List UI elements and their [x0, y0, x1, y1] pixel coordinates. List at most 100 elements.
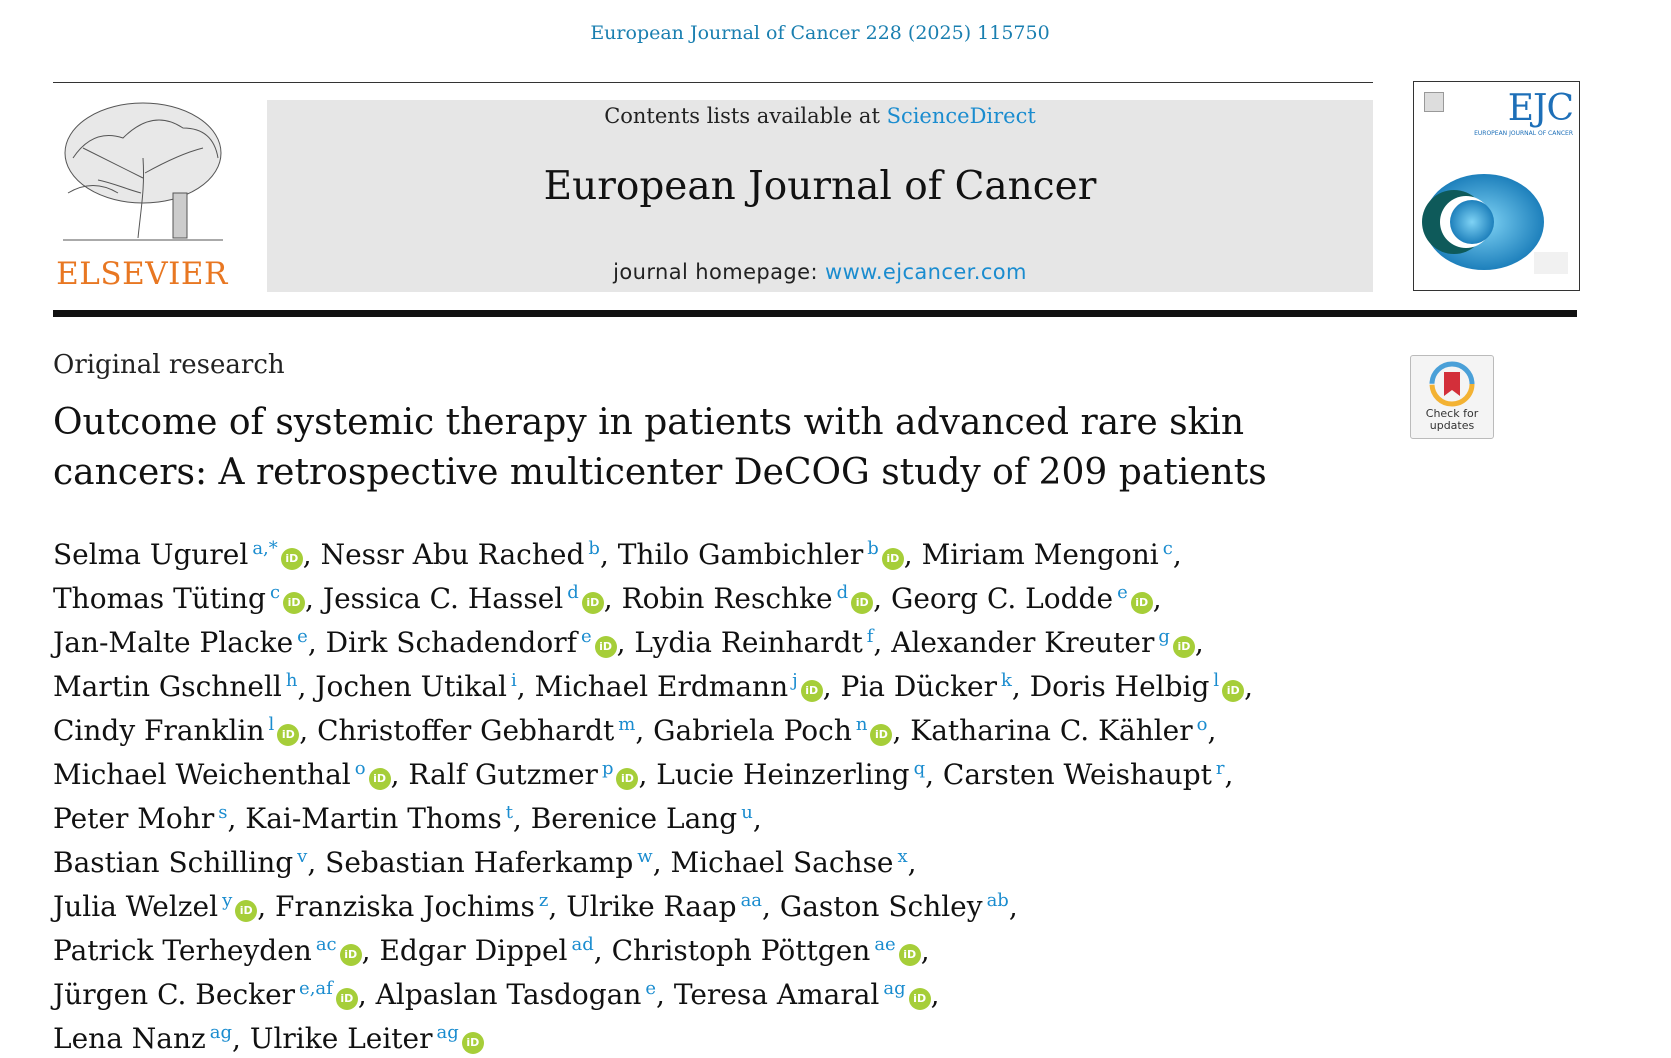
- affiliation-link[interactable]: x: [897, 846, 908, 867]
- author-name[interactable]: Michael Weichenthal: [53, 758, 351, 791]
- affiliation-link[interactable]: u: [741, 802, 753, 823]
- affiliation-link[interactable]: d: [567, 582, 579, 603]
- orcid-icon[interactable]: iD: [616, 768, 639, 790]
- affiliation-link[interactable]: e: [297, 626, 308, 647]
- affiliation-link[interactable]: k: [1001, 670, 1012, 691]
- affiliation-link[interactable]: j: [792, 670, 798, 691]
- author-name[interactable]: Pia Dücker: [840, 670, 997, 703]
- author-name[interactable]: Franziska Jochims: [275, 890, 535, 923]
- author-name[interactable]: Robin Reschke: [621, 582, 833, 615]
- affiliation-link[interactable]: q: [913, 758, 926, 779]
- author-name[interactable]: Patrick Terheyden: [53, 934, 312, 967]
- orcid-icon[interactable]: iD: [1130, 592, 1153, 614]
- affiliation-link[interactable]: b: [588, 538, 600, 559]
- author-name[interactable]: Lucie Heinzerling: [656, 758, 910, 791]
- orcid-icon[interactable]: iD: [1222, 680, 1245, 702]
- author-name[interactable]: Ulrike Raap: [566, 890, 737, 923]
- author-name[interactable]: Jessica C. Hassel: [322, 582, 564, 615]
- author-name[interactable]: Katharina C. Kähler: [910, 714, 1193, 747]
- orcid-icon[interactable]: iD: [277, 724, 300, 746]
- author-name[interactable]: Gabriela Poch: [653, 714, 852, 747]
- affiliation-link[interactable]: ad: [571, 934, 594, 955]
- author-name[interactable]: Michael Sachse: [670, 846, 894, 879]
- affiliation-link[interactable]: y: [222, 890, 233, 911]
- orcid-icon[interactable]: iD: [235, 900, 258, 922]
- running-head[interactable]: European Journal of Cancer 228 (2025) 11…: [590, 22, 1050, 44]
- affiliation-link[interactable]: v: [297, 846, 308, 867]
- author-name[interactable]: Miriam Mengoni: [921, 538, 1159, 571]
- author-name[interactable]: Alpaslan Tasdogan: [375, 978, 642, 1011]
- elsevier-logo[interactable]: ELSEVIER: [53, 98, 231, 296]
- sciencedirect-link[interactable]: ScienceDirect: [886, 104, 1036, 128]
- author-name[interactable]: Cindy Franklin: [53, 714, 265, 747]
- affiliation-link[interactable]: z: [538, 890, 549, 911]
- affiliation-link[interactable]: ae: [874, 934, 896, 955]
- author-name[interactable]: Berenice Lang: [530, 802, 738, 835]
- affiliation-link[interactable]: n: [855, 714, 868, 735]
- affiliation-link[interactable]: h: [285, 670, 298, 691]
- author-name[interactable]: Carsten Weishaupt: [942, 758, 1212, 791]
- affiliation-link[interactable]: e: [580, 626, 592, 647]
- affiliation-link[interactable]: c: [1162, 538, 1173, 559]
- orcid-icon[interactable]: iD: [339, 944, 362, 966]
- author-name[interactable]: Jan-Malte Placke: [53, 626, 294, 659]
- author-name[interactable]: Ralf Gutzmer: [408, 758, 598, 791]
- affiliation-link[interactable]: m: [618, 714, 636, 735]
- author-name[interactable]: Thomas Tüting: [53, 582, 266, 615]
- affiliation-link[interactable]: d: [836, 582, 849, 603]
- orcid-icon[interactable]: iD: [594, 636, 617, 658]
- affiliation-link[interactable]: r: [1215, 758, 1225, 779]
- orcid-icon[interactable]: iD: [461, 1032, 484, 1054]
- affiliation-link[interactable]: ag: [209, 1022, 233, 1043]
- affiliation-link[interactable]: w: [637, 846, 653, 867]
- affiliation-link[interactable]: g: [1158, 626, 1170, 647]
- author-name[interactable]: Teresa Amaral: [673, 978, 880, 1011]
- author-name[interactable]: Bastian Schilling: [53, 846, 294, 879]
- affiliation-link[interactable]: ag: [883, 978, 906, 999]
- author-name[interactable]: Edgar Dippel: [379, 934, 568, 967]
- affiliation-link[interactable]: p: [601, 758, 614, 779]
- author-name[interactable]: Jürgen C. Becker: [53, 978, 296, 1011]
- affiliation-link[interactable]: ab: [986, 890, 1009, 911]
- orcid-icon[interactable]: iD: [908, 988, 931, 1010]
- orcid-icon[interactable]: iD: [800, 680, 823, 702]
- author-name[interactable]: Jochen Utikal: [315, 670, 507, 703]
- orcid-icon[interactable]: iD: [881, 548, 904, 570]
- affiliation-link[interactable]: c: [269, 582, 281, 603]
- affiliation-link[interactable]: ag: [436, 1022, 459, 1043]
- affiliation-link[interactable]: l: [1213, 670, 1220, 691]
- author-name[interactable]: Christoph Pöttgen: [611, 934, 871, 967]
- author-name[interactable]: Dirk Schadendorf: [325, 626, 577, 659]
- affiliation-link[interactable]: e,af: [299, 978, 333, 999]
- affiliation-link[interactable]: t: [505, 802, 513, 823]
- author-name[interactable]: Doris Helbig: [1029, 670, 1210, 703]
- affiliation-link[interactable]: e: [1117, 582, 1128, 603]
- affiliation-link[interactable]: a,*: [252, 538, 278, 559]
- author-name[interactable]: Nessr Abu Rached: [320, 538, 585, 571]
- affiliation-link[interactable]: f: [866, 626, 874, 647]
- author-name[interactable]: Lydia Reinhardt: [634, 626, 863, 659]
- orcid-icon[interactable]: iD: [368, 768, 391, 790]
- author-name[interactable]: Julia Welzel: [53, 890, 219, 923]
- affiliation-link[interactable]: aa: [740, 890, 763, 911]
- affiliation-link[interactable]: ac: [315, 934, 337, 955]
- orcid-icon[interactable]: iD: [851, 592, 874, 614]
- author-name[interactable]: Kai-Martin Thoms: [245, 802, 502, 835]
- check-for-updates-button[interactable]: Check for updates: [1410, 355, 1494, 439]
- author-name[interactable]: Ulrike Leiter: [249, 1022, 433, 1055]
- author-name[interactable]: Georg C. Lodde: [890, 582, 1114, 615]
- orcid-icon[interactable]: iD: [283, 592, 306, 614]
- orcid-icon[interactable]: iD: [581, 592, 604, 614]
- orcid-icon[interactable]: iD: [1172, 636, 1195, 658]
- author-name[interactable]: Sebastian Haferkamp: [325, 846, 634, 879]
- affiliation-link[interactable]: o: [1196, 714, 1208, 735]
- orcid-icon[interactable]: iD: [335, 988, 358, 1010]
- author-name[interactable]: Peter Mohr: [53, 802, 215, 835]
- homepage-link[interactable]: www.ejcancer.com: [825, 260, 1027, 284]
- orcid-icon[interactable]: iD: [898, 944, 921, 966]
- affiliation-link[interactable]: l: [268, 714, 275, 735]
- author-name[interactable]: Selma Ugurel: [53, 538, 249, 571]
- affiliation-link[interactable]: s: [218, 802, 228, 823]
- orcid-icon[interactable]: iD: [280, 548, 303, 570]
- author-name[interactable]: Martin Gschnell: [53, 670, 282, 703]
